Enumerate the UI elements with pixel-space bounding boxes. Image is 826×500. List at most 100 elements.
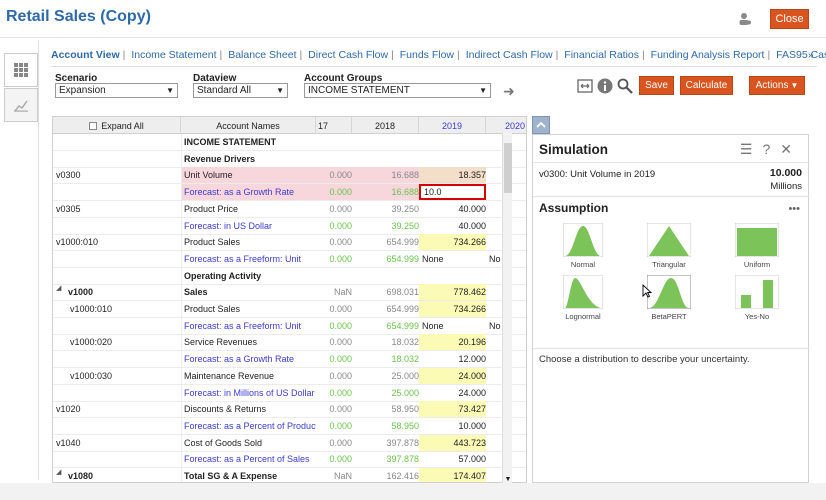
cell-name: Forecast: as a Freeform: Unit — [181, 250, 316, 267]
table-row[interactable]: INCOME STATEMENT — [53, 134, 526, 151]
cell-v2 — [352, 134, 419, 150]
header-col-2019[interactable]: 2019 — [419, 117, 486, 134]
tab-direct-cash-flow[interactable]: Direct Cash Flow — [308, 49, 389, 61]
cell-name: Revenue Drivers — [181, 150, 316, 167]
tab-account-view[interactable]: Account View — [51, 49, 120, 61]
distribution-triangular[interactable]: Triangular — [639, 223, 699, 273]
user-settings-icon[interactable] — [738, 12, 752, 26]
nav-more-button[interactable]: » — [808, 50, 814, 61]
cell-v3: 20.196 — [419, 334, 486, 351]
cell-v3 — [419, 268, 486, 284]
table-row[interactable]: Forecast: as a Freeform: Unit 0.000 654.99… — [53, 317, 526, 335]
table-row[interactable]: v0305 Product Price 0.000 39.250 40.000 — [53, 200, 526, 218]
cell-v1: 0.000 — [316, 167, 352, 184]
go-arrow-icon[interactable]: ➜ — [503, 83, 515, 99]
scenario-value: Expansion — [59, 85, 106, 96]
tab-indirect-cash-flow[interactable]: Indirect Cash Flow — [465, 49, 553, 61]
dataview-select[interactable]: Standard All ▼ — [193, 83, 288, 98]
simulation-unit: Millions — [770, 181, 802, 192]
grid-scrollbar[interactable]: ▼ — [502, 133, 512, 483]
table-row[interactable]: v1080 ◢ Total SG & A Expense NaN 162.416 174.… — [53, 468, 526, 482]
distribution-lognormal[interactable]: Lognormal — [553, 275, 613, 325]
distribution-betapert[interactable]: BetaPERT — [639, 275, 699, 325]
menu-icon[interactable]: ☰ — [739, 141, 763, 157]
table-row[interactable]: Forecast: in Millions of US Dollar 0.000 2… — [53, 384, 526, 402]
close-button[interactable]: Close — [770, 9, 809, 29]
tab-funds-flow[interactable]: Funds Flow — [399, 49, 455, 61]
info-icon[interactable] — [597, 78, 613, 94]
cell-v3 — [419, 151, 486, 167]
divider — [533, 162, 810, 163]
cell-v2: 397.878 — [386, 454, 419, 465]
cell-name: Total SG & A Expense — [181, 468, 316, 482]
table-row[interactable]: Forecast: in US Dollar 0.000 39.250 40.000 — [53, 217, 526, 235]
actions-button[interactable]: Actions ▼ — [749, 76, 805, 95]
cell-v1: 0.000 — [329, 454, 352, 465]
calculate-button[interactable]: Calculate — [680, 76, 733, 95]
scrollbar-thumb[interactable] — [504, 143, 512, 193]
header-col-2017[interactable]: 17 — [316, 117, 352, 134]
distribution-yes-no[interactable]: Yes-No — [727, 275, 787, 325]
table-row[interactable]: v1000:020 Service Revenues 0.000 18.032 20.1… — [53, 334, 526, 352]
assumption-title: Assumption — [539, 201, 609, 215]
cell-v1: 0.000 — [329, 203, 352, 214]
scenario-label: Scenario — [55, 73, 98, 84]
expand-all-header: Expand All — [53, 117, 181, 134]
header-account-names[interactable]: Account Names — [181, 117, 316, 134]
chart-view-button[interactable] — [4, 88, 38, 122]
table-row[interactable]: v1000:010 Product Sales 0.000 654.999 734.26… — [53, 301, 526, 318]
account-groups-select[interactable]: INCOME STATEMENT ▼ — [304, 83, 491, 98]
table-row[interactable]: Forecast: as a Growth Rate 0.000 18.032 12.… — [53, 351, 526, 369]
expand-all-checkbox[interactable] — [89, 121, 98, 130]
chevron-down-icon: ▼ — [479, 86, 487, 95]
table-row[interactable]: Forecast: as a Growth Rate 0.000 16.688 10.… — [53, 184, 526, 202]
table-row[interactable]: Forecast: as a Freeform: Unit 0.000 654.99… — [53, 250, 526, 268]
scenario-select[interactable]: Expansion ▼ — [55, 83, 178, 98]
account-groups-label: Account Groups — [304, 73, 383, 84]
tab-funding-analysis-report[interactable]: Funding Analysis Report — [650, 49, 765, 61]
save-button[interactable]: Save — [639, 76, 674, 95]
distribution-uniform[interactable]: Uniform — [727, 223, 787, 273]
header-col-2020[interactable]: 2020 — [486, 117, 526, 134]
lognormal-distribution-icon — [563, 275, 603, 309]
table-row[interactable]: v1000 ◢ Sales NaN 698.031 778.462 — [53, 284, 526, 302]
tab-fas95-cash-flow[interactable]: FAS95 Cash Flow — [776, 49, 826, 61]
help-icon[interactable]: ? — [762, 141, 781, 157]
distribution-normal[interactable]: Normal — [553, 223, 613, 273]
tab-income-statement[interactable]: Income Statement — [131, 49, 217, 61]
cell-v3: 174.407 — [419, 468, 486, 482]
table-row[interactable]: v1040 Cost of Goods Sold 0.000 397.878 443.7… — [53, 434, 526, 452]
cell-v1: 0.000 — [316, 184, 352, 201]
cell-v1: 0.000 — [329, 253, 352, 264]
close-icon[interactable]: ✕ — [780, 141, 802, 157]
table-row[interactable]: v1000:030 Maintenance Revenue 0.000 25.000 2… — [53, 367, 526, 385]
table-row[interactable]: Operating Activity — [53, 267, 526, 285]
table-row[interactable]: Forecast: as a Percent of Sales 0.000 397.… — [53, 451, 526, 469]
expand-triangle-icon[interactable]: ◢ — [56, 469, 62, 476]
cell-v3: 10.000 — [458, 420, 486, 431]
header-col-2018[interactable]: 2018 — [352, 117, 419, 134]
tab-balance-sheet[interactable]: Balance Sheet — [228, 49, 297, 61]
expand-triangle-icon[interactable]: ◢ — [56, 285, 62, 293]
cell-v3: 12.000 — [458, 354, 486, 365]
tab-financial-ratios[interactable]: Financial Ratios — [564, 49, 639, 61]
panel-toggle-button[interactable] — [532, 116, 550, 134]
table-row[interactable]: v1000:010 Product Sales 0.000 654.999 734.26… — [53, 234, 526, 252]
cell-v1 — [316, 134, 352, 150]
table-row[interactable]: v1020 Discounts & Returns 0.000 58.950 73.42… — [53, 401, 526, 419]
simulation-panel: Simulation ☰?✕ v0300: Unit Volume in 201… — [532, 134, 810, 483]
table-row[interactable]: Forecast: as a Percent of Product 0.000 58… — [53, 417, 526, 435]
search-icon[interactable] — [617, 78, 633, 94]
left-rail — [4, 53, 38, 123]
scroll-down-icon[interactable]: ▼ — [504, 476, 512, 483]
cell-v2: 397.878 — [386, 437, 419, 448]
table-row[interactable]: v0300 Unit Volume 0.000 16.688 18.357 — [53, 167, 526, 185]
more-options-icon[interactable]: ••• — [788, 203, 800, 215]
cell-v1: 0.000 — [329, 320, 352, 331]
column-resize-icon[interactable] — [577, 78, 593, 94]
cell-v2: 25.000 — [391, 387, 419, 398]
grid-icon — [14, 63, 28, 77]
table-row[interactable]: Revenue Drivers — [53, 150, 526, 168]
edit-cell-input[interactable]: 10.0 — [419, 184, 486, 201]
grid-view-button[interactable] — [4, 53, 38, 87]
